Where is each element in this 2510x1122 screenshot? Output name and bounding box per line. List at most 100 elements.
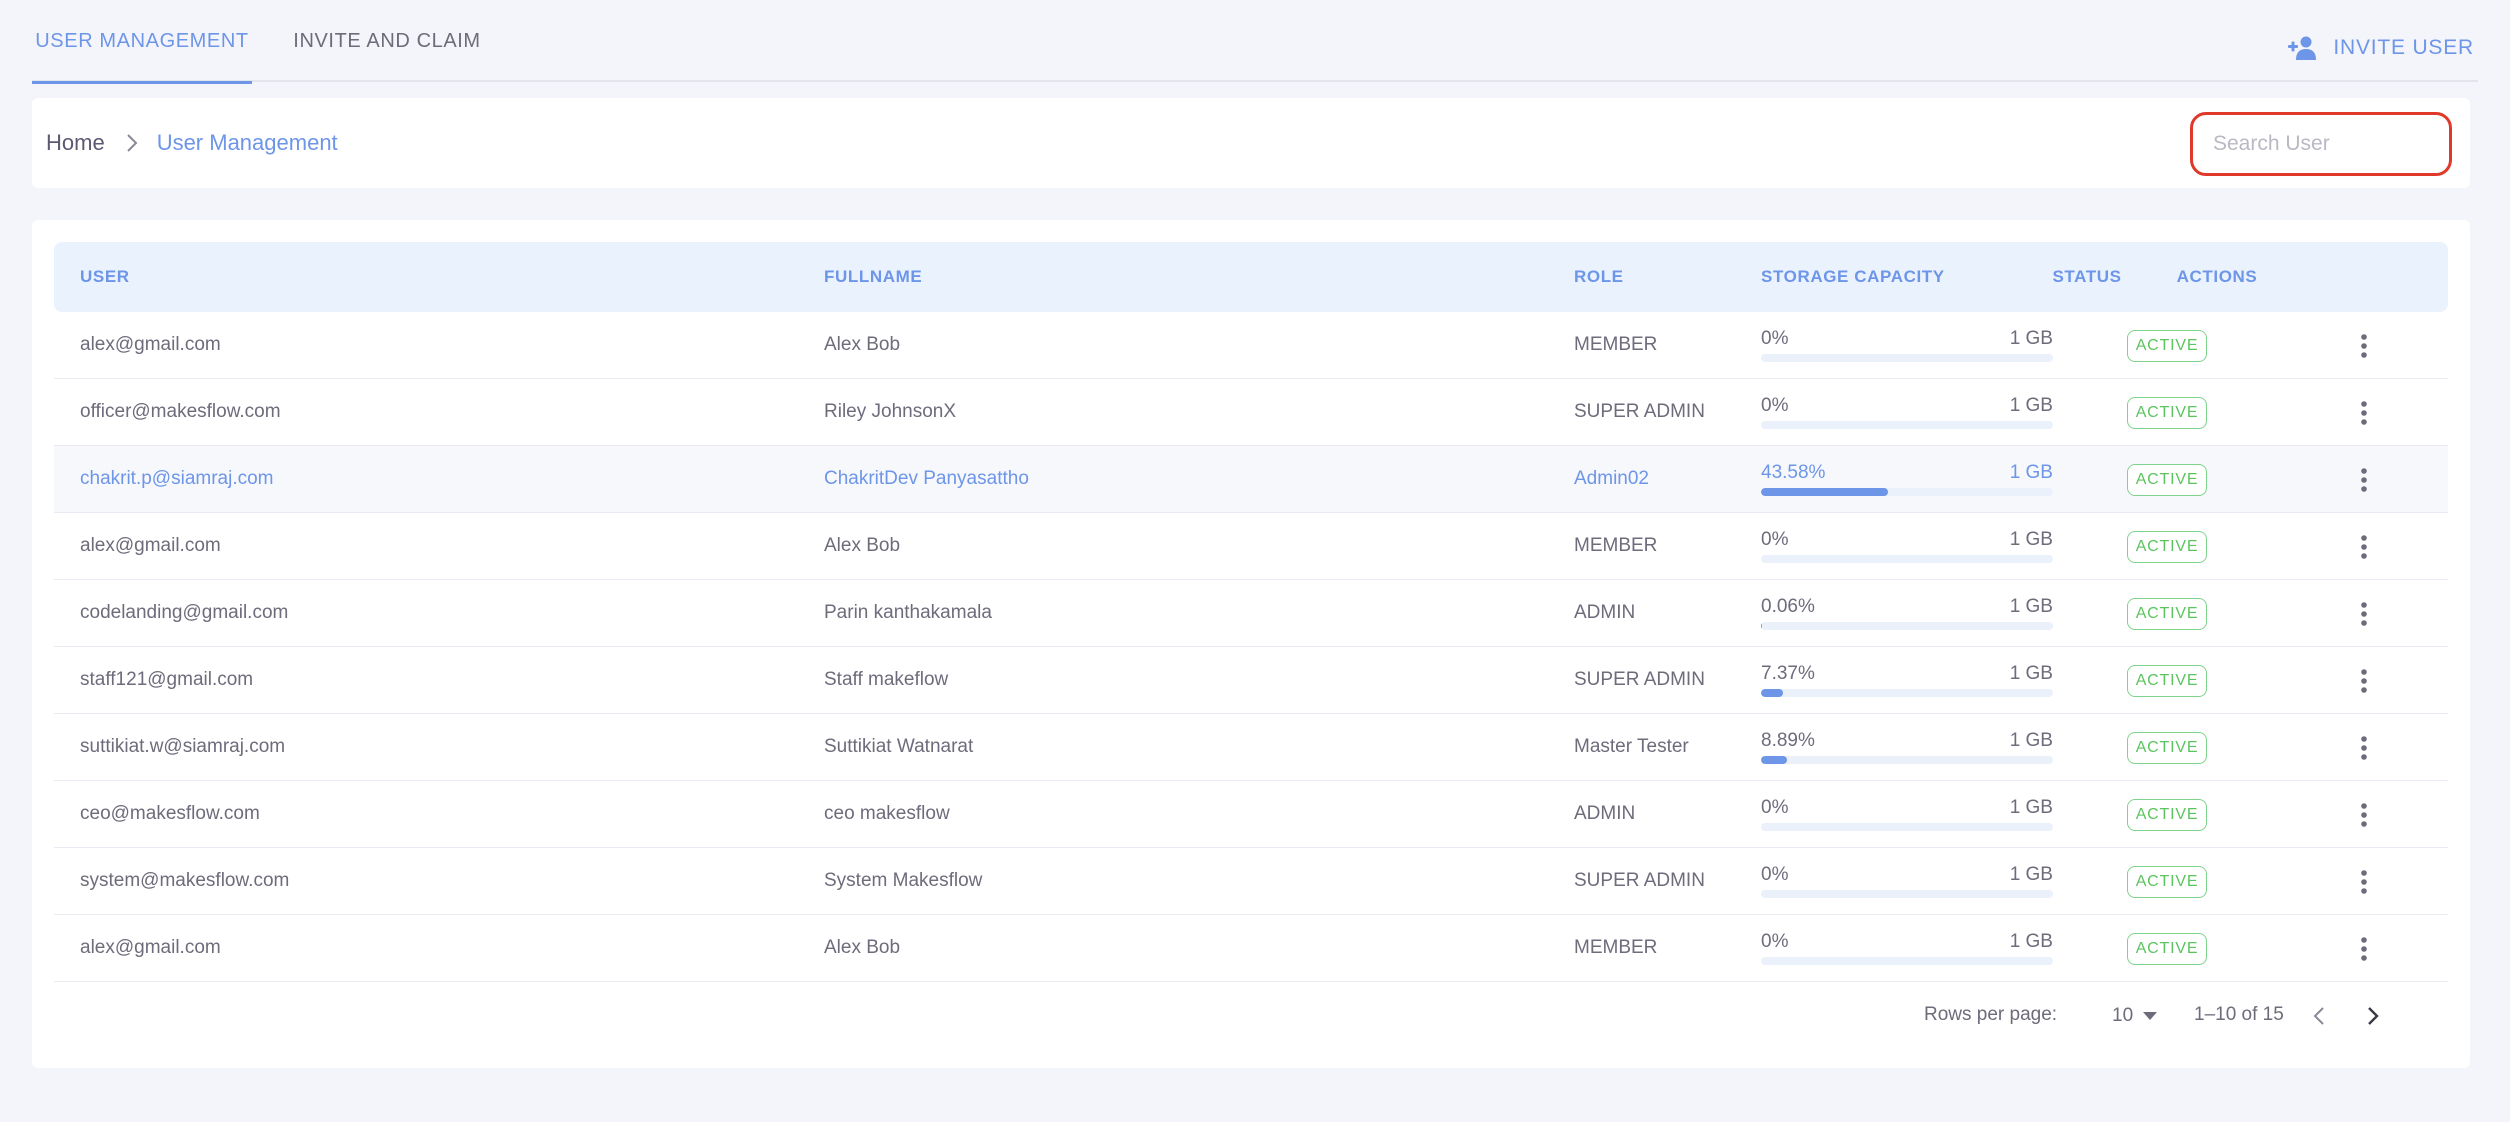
header-user[interactable]: USER [80, 267, 130, 286]
top-tabs: USER MANAGEMENT INVITE AND CLAIM INVITE … [32, 0, 2478, 84]
cell-user-email: codelanding@gmail.com [80, 602, 289, 623]
table-row[interactable]: staff121@gmail.com Staff makeflow SUPER … [54, 647, 2448, 714]
breadcrumb: Home User Management [46, 98, 338, 188]
header-role[interactable]: ROLE [1574, 267, 1624, 286]
previous-page-button[interactable] [2304, 1000, 2334, 1032]
storage-progress-bar [1761, 756, 2053, 764]
storage-percent: 0.06% [1761, 596, 1815, 617]
tab-user-management[interactable]: USER MANAGEMENT [32, 0, 252, 84]
storage-capacity: 0.06% 1 GB [1761, 596, 2053, 632]
storage-percent: 0% [1761, 395, 1789, 416]
rows-per-page-label: Rows per page: [1924, 1004, 2058, 1025]
table-row[interactable]: ceo@makesflow.com ceo makesflow ADMIN 0%… [54, 781, 2448, 848]
row-actions-button[interactable] [2352, 868, 2376, 896]
storage-percent: 0% [1761, 529, 1789, 550]
cell-user-email: alex@gmail.com [80, 535, 221, 556]
next-page-button[interactable] [2358, 1000, 2388, 1032]
tab-invite-and-claim[interactable]: INVITE AND CLAIM [293, 29, 481, 52]
table-header: USER FULLNAME ROLE STORAGE CAPACITY STAT… [54, 242, 2448, 312]
rows-per-page-value: 10 [2112, 1005, 2134, 1026]
storage-capacity: 8.89% 1 GB [1761, 730, 2053, 766]
table-body: alex@gmail.com Alex Bob MEMBER 0% 1 GB A… [54, 312, 2448, 982]
cell-role: Admin02 [1574, 468, 1649, 489]
status-badge: ACTIVE [2127, 665, 2207, 697]
breadcrumb-current: User Management [156, 130, 338, 155]
cell-user-email: alex@gmail.com [80, 334, 221, 355]
table-row[interactable]: chakrit.p@siamraj.com ChakritDev Panyasa… [54, 446, 2448, 513]
table-row[interactable]: alex@gmail.com Alex Bob MEMBER 0% 1 GB A… [54, 312, 2448, 379]
status-badge: ACTIVE [2127, 330, 2207, 362]
storage-progress-fill [1761, 756, 1787, 764]
status-badge: ACTIVE [2127, 598, 2207, 630]
cell-role: SUPER ADMIN [1574, 401, 1705, 422]
breadcrumb-home[interactable]: Home [46, 130, 105, 155]
header-fullname[interactable]: FULLNAME [824, 267, 923, 286]
cell-fullname: Alex Bob [824, 535, 901, 556]
storage-limit: 1 GB [2009, 395, 2053, 416]
cell-role: ADMIN [1574, 602, 1636, 623]
more-vertical-icon [2361, 669, 2367, 693]
table-row[interactable]: alex@gmail.com Alex Bob MEMBER 0% 1 GB A… [54, 915, 2448, 982]
storage-limit: 1 GB [2009, 730, 2053, 751]
user-plus-icon [2288, 36, 2317, 60]
row-actions-button[interactable] [2352, 801, 2376, 829]
rows-per-page-select[interactable]: 10 [2112, 1000, 2170, 1032]
cell-role: SUPER ADMIN [1574, 669, 1705, 690]
storage-capacity: 7.37% 1 GB [1761, 663, 2053, 699]
table-row[interactable]: system@makesflow.com System Makesflow SU… [54, 848, 2448, 915]
storage-capacity: 43.58% 1 GB [1761, 462, 2053, 498]
search-input[interactable] [2201, 125, 2437, 163]
invite-user-button[interactable]: INVITE USER [2287, 26, 2478, 70]
cell-fullname: ceo makesflow [824, 803, 950, 824]
cell-fullname: Parin kanthakamala [824, 602, 992, 623]
row-actions-button[interactable] [2352, 734, 2376, 762]
more-vertical-icon [2361, 602, 2367, 626]
storage-percent: 8.89% [1761, 730, 1815, 751]
pagination: Rows per page: 10 1–10 of 15 [54, 982, 2448, 1052]
table-row[interactable]: alex@gmail.com Alex Bob MEMBER 0% 1 GB A… [54, 513, 2448, 580]
storage-progress-bar [1761, 488, 2053, 496]
cell-role: SUPER ADMIN [1574, 870, 1705, 891]
table-row[interactable]: suttikiat.w@siamraj.com Suttikiat Watnar… [54, 714, 2448, 781]
status-badge: ACTIVE [2127, 464, 2207, 496]
status-badge: ACTIVE [2127, 866, 2207, 898]
caret-down-icon [2143, 1012, 2158, 1020]
storage-percent: 0% [1761, 864, 1789, 885]
more-vertical-icon [2361, 468, 2367, 492]
header-actions: ACTIONS [2176, 267, 2258, 286]
cell-user-email: suttikiat.w@siamraj.com [80, 736, 286, 757]
pagination-range: 1–10 of 15 [2194, 1004, 2284, 1025]
storage-progress-bar [1761, 354, 2053, 362]
storage-limit: 1 GB [2009, 462, 2053, 483]
row-actions-button[interactable] [2352, 600, 2376, 628]
row-actions-button[interactable] [2352, 533, 2376, 561]
table-row[interactable]: codelanding@gmail.com Parin kanthakamala… [54, 580, 2448, 647]
storage-progress-bar [1761, 957, 2053, 965]
storage-percent: 43.58% [1761, 462, 1826, 483]
storage-capacity: 0% 1 GB [1761, 529, 2053, 565]
more-vertical-icon [2361, 937, 2367, 961]
cell-user-email: system@makesflow.com [80, 870, 290, 891]
table-row[interactable]: officer@makesflow.com Riley JohnsonX SUP… [54, 379, 2448, 446]
chevron-right-icon [2368, 1007, 2379, 1025]
row-actions-button[interactable] [2352, 399, 2376, 427]
cell-fullname: Riley JohnsonX [824, 401, 957, 422]
row-actions-button[interactable] [2352, 332, 2376, 360]
more-vertical-icon [2361, 803, 2367, 827]
chevron-left-icon [2313, 1007, 2324, 1025]
storage-capacity: 0% 1 GB [1761, 797, 2053, 833]
storage-capacity: 0% 1 GB [1761, 395, 2053, 431]
cell-role: MEMBER [1574, 334, 1658, 355]
row-actions-button[interactable] [2352, 466, 2376, 494]
header-status[interactable]: STATUS [2052, 267, 2122, 286]
storage-progress-fill [1761, 488, 1889, 496]
row-actions-button[interactable] [2352, 667, 2376, 695]
header-storage-capacity[interactable]: STORAGE CAPACITY [1761, 267, 1945, 286]
cell-role: Master Tester [1574, 736, 1689, 757]
more-vertical-icon [2361, 535, 2367, 559]
storage-capacity: 0% 1 GB [1761, 328, 2053, 364]
row-actions-button[interactable] [2352, 935, 2376, 963]
more-vertical-icon [2361, 870, 2367, 894]
cell-fullname: Alex Bob [824, 334, 901, 355]
cell-role: MEMBER [1574, 535, 1658, 556]
